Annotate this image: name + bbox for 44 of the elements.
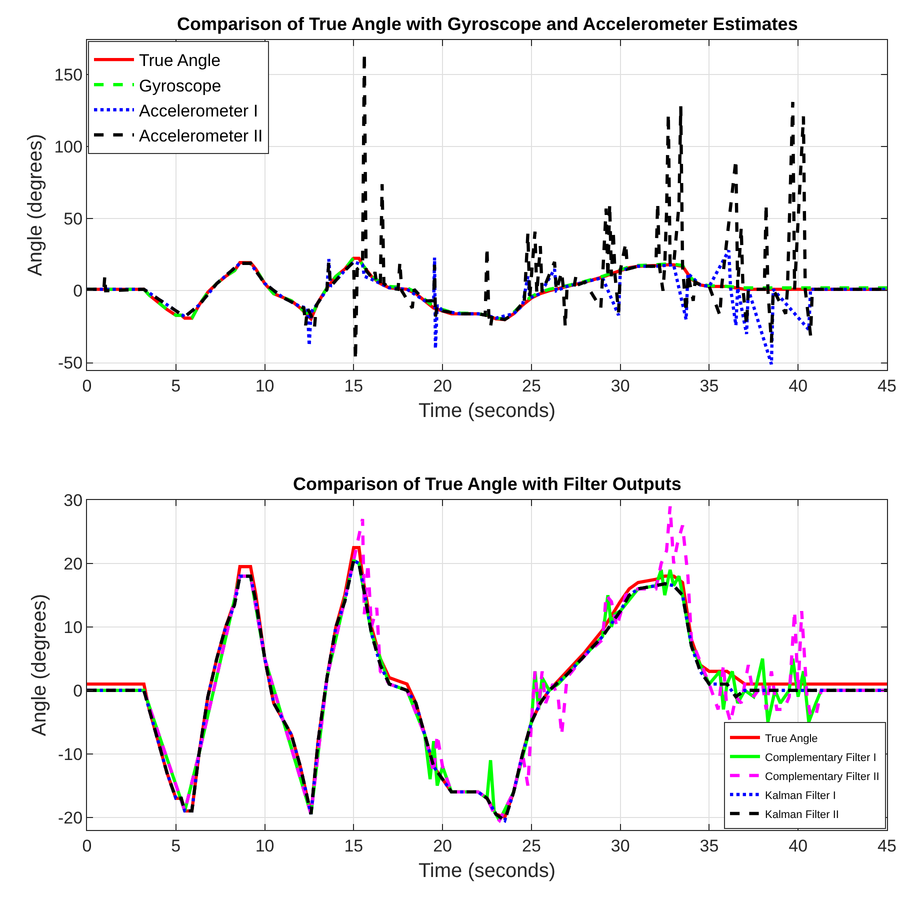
y-tick-label: -20 [58,808,83,828]
x-axis-title: Time (seconds) [418,860,556,882]
y-tick-label: 0 [73,282,83,301]
x-tick-label: 25 [522,836,541,856]
x-tick-label: 45 [878,376,896,396]
x-tick-label: 5 [171,836,181,856]
y-tick-label: -50 [58,354,83,373]
y-tick-label: 20 [64,554,83,574]
x-tick-label: 35 [700,376,719,396]
x-tick-label: 5 [171,376,181,396]
x-tick-label: 15 [344,376,364,396]
x-tick-label: 10 [255,836,274,856]
x-tick-label: 30 [610,836,630,856]
legend-label: Kalman Filter II [765,808,839,821]
y-tick-label: 150 [54,66,83,85]
x-tick-label: 20 [433,376,452,396]
y-tick-label: 100 [54,138,83,157]
legend-label: True Angle [765,732,818,745]
x-axis-title: Time (seconds) [418,400,556,422]
x-tick-label: 45 [878,836,896,856]
legend-label: Complementary Filter II [765,770,880,783]
y-tick-label: 50 [64,210,83,229]
y-tick-label: 0 [73,681,83,700]
legend-label: Accelerometer II [139,126,263,146]
legend-label: Accelerometer I [139,101,258,120]
x-tick-label: 20 [433,836,452,856]
x-tick-label: 25 [522,376,541,396]
y-tick-label: -10 [58,744,83,764]
x-tick-label: 10 [255,376,274,396]
x-tick-label: 30 [610,376,630,396]
x-tick-label: 35 [700,836,719,856]
x-tick-label: 40 [788,836,808,856]
y-tick-label: 30 [64,490,83,510]
y-axis-title: Angle (degrees) [24,134,47,276]
legend-label: Complementary Filter I [765,752,876,764]
chart-title: Comparison of True Angle with Filter Outputs [293,474,682,494]
x-tick-label: 15 [344,836,364,856]
chart-title: Comparison of True Angle with Gyroscope and Accelerometer Estimates [177,14,798,34]
y-axis-title: Angle (degrees) [28,594,51,736]
x-tick-label: 40 [788,376,808,396]
legend-label: Gyroscope [139,76,222,96]
legend-label: True Angle [139,51,221,70]
y-tick-label: 10 [64,618,83,637]
legend-label: Kalman Filter I [765,790,836,802]
